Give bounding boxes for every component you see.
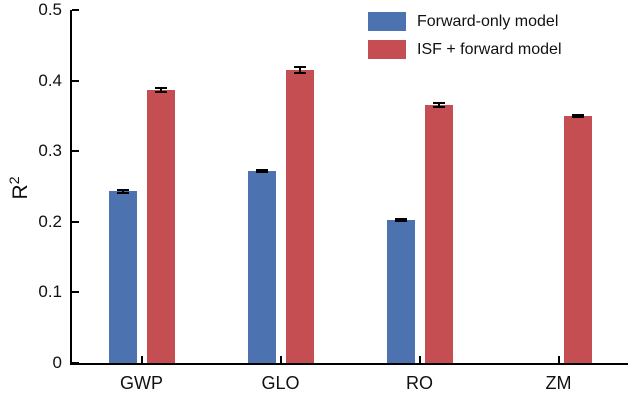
error-bar <box>255 168 268 174</box>
legend-label-forward-only: Forward-only model <box>417 12 559 30</box>
y-tick-label: 0 <box>52 353 62 372</box>
error-bar <box>154 86 167 93</box>
y-tick-mark <box>72 9 79 11</box>
error-bar <box>432 102 445 109</box>
y-tick-label: 0.2 <box>38 211 62 231</box>
bar <box>563 115 592 363</box>
bar <box>108 191 137 363</box>
x-tick-mark <box>279 356 282 363</box>
y-axis-label: R2 <box>7 176 33 199</box>
bar <box>247 170 276 363</box>
legend-item-isf-forward: ISF + forward model <box>368 40 562 59</box>
x-tick-label: RO <box>406 373 433 393</box>
x-tick-label: GLO <box>261 373 300 393</box>
legend: Forward-only model ISF + forward model <box>368 12 562 68</box>
error-bar <box>571 113 584 119</box>
x-tick-label: GWP <box>120 373 163 393</box>
bar <box>146 89 175 363</box>
bar <box>285 70 314 363</box>
y-tick-label: 0.1 <box>38 282 62 302</box>
y-axis-label-base: R <box>9 184 32 200</box>
x-tick-mark <box>418 356 421 363</box>
y-tick-mark <box>72 150 79 153</box>
x-tick-mark <box>140 356 143 363</box>
error-bar <box>394 217 407 222</box>
y-tick-mark <box>72 79 79 82</box>
y-tick-mark <box>72 220 79 223</box>
x-tick-label: ZM <box>545 373 572 393</box>
error-bar <box>116 189 129 194</box>
y-tick-mark <box>72 362 79 364</box>
y-tick-mark <box>72 291 79 294</box>
y-tick-label: 0.5 <box>38 0 62 19</box>
bar <box>424 105 453 363</box>
error-bar <box>293 66 306 74</box>
legend-swatch-isf-forward <box>368 40 406 59</box>
legend-item-forward-only: Forward-only model <box>368 12 562 31</box>
y-tick-label: 0.4 <box>38 70 62 90</box>
bar <box>386 219 415 363</box>
x-tick-mark <box>557 356 560 363</box>
legend-label-isf-forward: ISF + forward model <box>417 40 562 58</box>
plot-area: 0 0.1 0.2 0.3 0.4 0.5 GWP GLO RO ZM <box>38 0 628 393</box>
y-tick-label: 0.3 <box>38 141 62 161</box>
y-axis-label-sup: 2 <box>7 176 23 185</box>
legend-swatch-forward-only <box>368 12 406 31</box>
